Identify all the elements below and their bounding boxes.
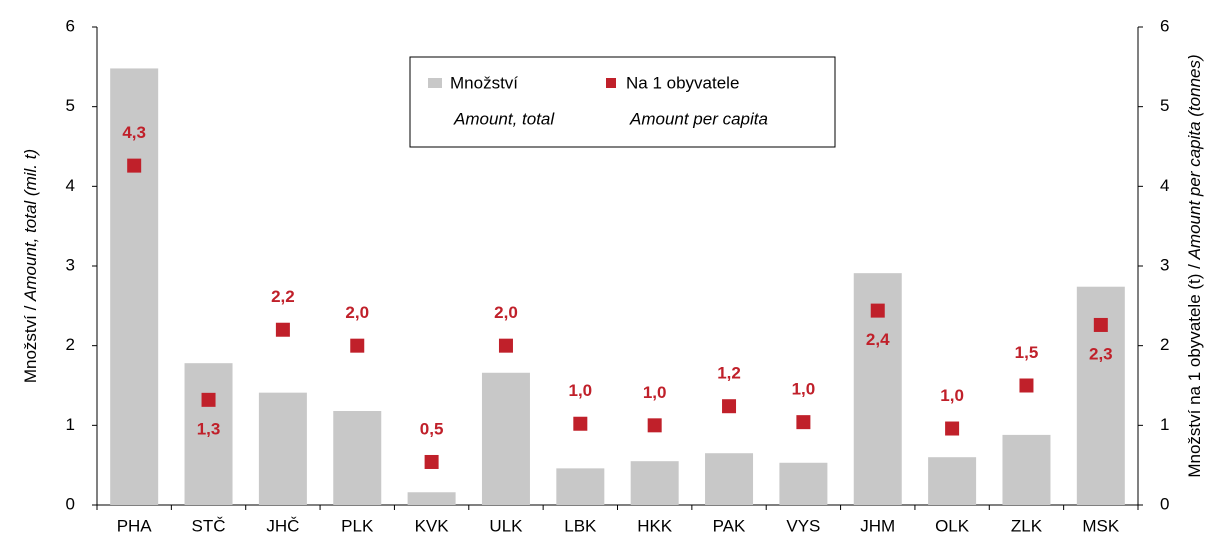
x-tick-label: JHM (860, 516, 895, 535)
y-tick-label: 2 (66, 335, 75, 354)
y-tick-label: 1 (66, 415, 75, 434)
y2-label-part: Množství na 1 obyvatele (t) / (1185, 259, 1204, 477)
point (424, 454, 439, 469)
bar (333, 410, 382, 505)
value-label: 1,5 (1015, 343, 1039, 362)
value-label: 0,5 (420, 419, 444, 438)
x-tick-label: MSK (1082, 516, 1120, 535)
y2-tick-label: 5 (1160, 96, 1169, 115)
bar (779, 462, 828, 505)
x-tick-label: PAK (713, 516, 746, 535)
x-tick-label: STČ (192, 516, 226, 535)
y-label-part: Množství / (21, 301, 40, 383)
x-tick-label: HKK (637, 516, 673, 535)
x-tick-label: LBK (564, 516, 597, 535)
y-axis-label: Množství / Amount, total (mil. t) (21, 149, 40, 383)
value-label: 4,3 (122, 123, 146, 142)
value-label: 1,0 (940, 386, 964, 405)
legend-swatch (428, 78, 442, 88)
point (945, 421, 960, 436)
value-label: 1,0 (643, 383, 667, 402)
point (796, 415, 811, 430)
value-label: 1,3 (197, 419, 221, 438)
point (498, 338, 513, 353)
y-tick-label: 4 (66, 176, 75, 195)
bar (630, 461, 679, 505)
point (1093, 317, 1108, 332)
y-tick-label: 5 (66, 96, 75, 115)
y-label-part: Amount, total (mil. t) (21, 149, 40, 302)
value-label: 1,0 (569, 381, 593, 400)
bar (184, 363, 233, 505)
legend-label: Na 1 obyvatele (626, 73, 739, 92)
x-tick-label: VYS (786, 516, 820, 535)
legend-subtitle: Amount per capita (629, 109, 768, 128)
legend-box (409, 56, 836, 148)
x-tick-label: PHA (117, 516, 153, 535)
x-tick-label: PLK (341, 516, 374, 535)
point (201, 392, 216, 407)
point (870, 303, 885, 318)
y2-tick-label: 2 (1160, 335, 1169, 354)
y2-tick-label: 1 (1160, 415, 1169, 434)
point (275, 322, 290, 337)
y2-tick-label: 4 (1160, 176, 1169, 195)
bar (110, 68, 159, 505)
y-tick-label: 0 (66, 494, 75, 513)
x-tick-label: ZLK (1011, 516, 1043, 535)
bar (705, 453, 754, 505)
legend-label: Množství (450, 73, 518, 92)
bar (1002, 434, 1051, 505)
value-label: 2,2 (271, 287, 295, 306)
value-label: 2,0 (494, 303, 518, 322)
y-tick-label: 6 (66, 16, 75, 35)
legend-subtitle: Amount, total (453, 109, 555, 128)
point (722, 399, 737, 414)
bar (407, 492, 456, 505)
value-label: 2,3 (1089, 344, 1113, 363)
y2-tick-label: 6 (1160, 16, 1169, 35)
value-label: 2,4 (866, 330, 890, 349)
bar (481, 372, 530, 505)
point (647, 418, 662, 433)
point (573, 416, 588, 431)
point (127, 158, 142, 173)
y2-tick-label: 0 (1160, 494, 1169, 513)
value-label: 1,0 (792, 380, 816, 399)
value-label: 1,2 (717, 364, 741, 383)
y2-label-part: Amount per capita (tonnes) (1185, 54, 1204, 260)
legend-swatch (606, 78, 616, 88)
bar (258, 392, 307, 505)
bar (556, 468, 605, 505)
point (1019, 378, 1034, 393)
point (350, 338, 365, 353)
y-tick-label: 3 (66, 255, 75, 274)
x-tick-label: ULK (489, 516, 523, 535)
y2-tick-label: 3 (1160, 255, 1169, 274)
value-label: 2,0 (345, 303, 369, 322)
x-tick-label: JHČ (266, 516, 299, 535)
y2-axis-label: Množství na 1 obyvatele (t) / Amount per… (1185, 54, 1204, 477)
x-tick-label: OLK (935, 516, 970, 535)
bar (928, 457, 977, 505)
x-tick-label: KVK (415, 516, 450, 535)
